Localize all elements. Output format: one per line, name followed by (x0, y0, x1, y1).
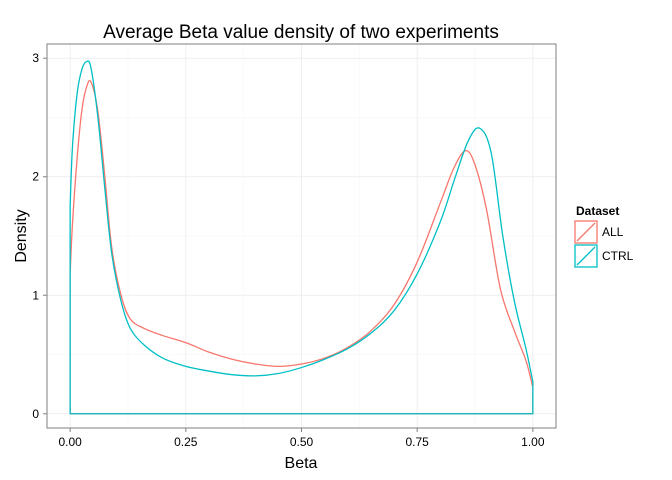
chart-title: Average Beta value density of two experi… (103, 22, 499, 43)
legend-key-line-all (576, 222, 596, 242)
legend: Dataset ALL CTRL (574, 204, 634, 268)
x-tick-label: 0.00 (58, 435, 82, 449)
y-tick-label: 2 (32, 170, 39, 184)
legend-label-all: ALL (602, 225, 624, 239)
x-tick-label: 0.75 (406, 435, 430, 449)
x-tick-label: 0.50 (290, 435, 314, 449)
x-tick-label: 0.25 (174, 435, 198, 449)
ticks: 0.00 0.25 0.50 0.75 1.00 0 1 2 3 (32, 51, 545, 449)
legend-title: Dataset (576, 204, 619, 218)
density-curve-all (69, 79, 534, 415)
y-tick-label: 0 (32, 407, 39, 421)
y-axis-title: Density (13, 209, 30, 262)
density-curve-ctrl (69, 60, 534, 415)
legend-key-line-ctrl (576, 246, 596, 266)
y-tick-label: 1 (32, 288, 39, 302)
y-tick-label: 3 (32, 51, 39, 65)
x-tick-label: 1.00 (521, 435, 545, 449)
x-axis-title: Beta (285, 455, 318, 472)
series-layer (69, 60, 534, 415)
legend-label-ctrl: CTRL (602, 249, 634, 263)
